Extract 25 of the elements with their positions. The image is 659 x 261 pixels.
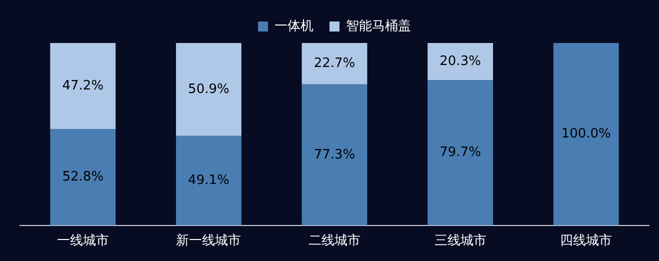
bar: [553, 43, 619, 226]
x-tick-label: 二线城市: [308, 234, 360, 249]
bar: [50, 129, 116, 226]
bar: [176, 136, 242, 226]
data-label: 20.3%: [440, 54, 481, 69]
x-tick-label: 四线城市: [560, 234, 612, 249]
data-label: 77.3%: [314, 147, 356, 162]
data-label: 79.7%: [440, 145, 481, 160]
x-tick-label: 一线城市: [56, 234, 109, 249]
legend-label: 智能马桶盖: [346, 18, 411, 34]
x-tick-label: 新一线城市: [176, 234, 242, 249]
data-label: 50.9%: [188, 82, 230, 97]
bar: [302, 84, 368, 226]
bar: [176, 43, 242, 136]
data-label: 47.2%: [62, 78, 104, 94]
bar: [50, 43, 116, 130]
bar: [428, 43, 494, 80]
bar: [302, 43, 368, 84]
data-label: 100.0%: [561, 126, 611, 142]
x-tick-label: 三线城市: [434, 234, 486, 249]
data-label: 49.1%: [188, 172, 230, 188]
data-label: 22.7%: [314, 56, 356, 72]
legend-label: 一体机: [274, 18, 314, 34]
data-label: 52.8%: [62, 170, 104, 185]
bar: [428, 80, 494, 226]
